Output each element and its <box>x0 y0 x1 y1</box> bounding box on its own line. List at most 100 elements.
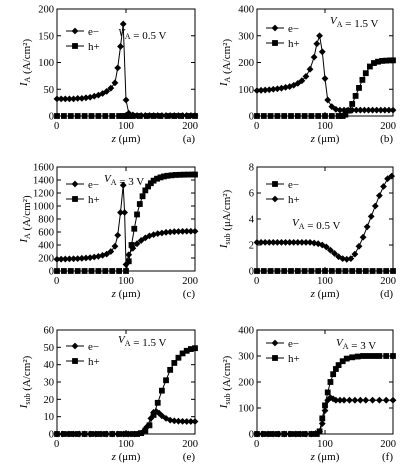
data-point <box>383 57 390 64</box>
legend-label: h+ <box>288 38 300 50</box>
legend-marker <box>72 358 78 364</box>
data-point <box>382 396 390 404</box>
series-second <box>254 57 396 119</box>
data-point <box>95 431 102 437</box>
data-point <box>261 239 269 246</box>
data-point <box>185 113 191 119</box>
y-axis-label: Isub (μA/cm²) <box>218 189 233 249</box>
data-point <box>310 53 318 61</box>
data-point <box>81 431 88 437</box>
x-tick-label: 200 <box>380 276 396 287</box>
data-point <box>191 418 199 425</box>
data-point <box>349 354 356 361</box>
data-point <box>324 389 331 396</box>
series-line <box>256 35 393 111</box>
data-point <box>342 111 349 118</box>
data-point <box>375 58 381 65</box>
data-point <box>274 113 281 119</box>
x-tick-label: 0 <box>254 276 259 287</box>
panel-label: (d) <box>380 288 393 300</box>
data-point <box>90 253 98 261</box>
x-tick-label: 100 <box>118 439 134 450</box>
x-tick-label: 0 <box>54 121 59 132</box>
legend-label: e− <box>88 179 99 191</box>
legend-entry: h+ <box>266 38 300 50</box>
data-point <box>116 268 122 274</box>
legend-entry: e− <box>266 179 299 191</box>
data-point <box>82 94 90 102</box>
data-point <box>316 32 323 40</box>
x-tick-label: 100 <box>317 276 333 287</box>
data-point <box>356 268 362 274</box>
data-point <box>351 396 359 404</box>
data-point <box>376 353 383 359</box>
panel-label: (a) <box>183 133 196 145</box>
y-tick-label: 800 <box>38 215 54 226</box>
data-point <box>152 408 160 415</box>
data-point <box>179 417 186 425</box>
data-point <box>123 431 129 437</box>
data-point <box>361 106 368 114</box>
data-point <box>310 239 318 247</box>
data-point <box>126 113 133 119</box>
data-point <box>362 268 369 274</box>
data-point <box>187 227 195 235</box>
series-first <box>253 32 397 114</box>
data-point <box>57 95 65 103</box>
data-point <box>107 248 115 255</box>
y-tick-label: 1000 <box>33 202 54 213</box>
legend-label: h+ <box>88 356 100 368</box>
data-point <box>377 106 385 114</box>
panel-f: 0 100 200 300 400 0 100 200 z (μm) (f) Isub (A/cm²… <box>218 326 397 463</box>
data-point <box>61 255 69 263</box>
y-tick-label: 300 <box>238 352 254 363</box>
data-point <box>349 101 356 107</box>
data-point <box>332 366 339 372</box>
data-point <box>385 106 393 114</box>
data-point <box>254 113 260 119</box>
data-point <box>389 396 397 404</box>
data-point <box>306 239 314 246</box>
data-point <box>187 346 194 352</box>
data-point <box>61 268 67 274</box>
y-tick-label: 50 <box>44 85 55 96</box>
data-point <box>365 106 372 114</box>
panel-label: (e) <box>183 451 196 463</box>
y-tick-label: 50 <box>44 343 55 354</box>
data-point <box>150 412 157 418</box>
data-point <box>183 227 191 235</box>
data-point <box>376 268 383 274</box>
data-point <box>349 268 356 274</box>
data-point <box>359 76 366 83</box>
data-point <box>175 228 182 235</box>
data-point <box>54 431 60 437</box>
data-point <box>102 113 109 119</box>
series-second <box>253 172 396 263</box>
x-tick-label: 100 <box>317 121 333 132</box>
y-tick-label: 0 <box>249 430 254 441</box>
x-axis-label: z (μm) <box>310 288 340 300</box>
data-point <box>183 347 190 354</box>
y-tick-label: 1400 <box>33 176 54 187</box>
data-point <box>114 64 122 72</box>
data-point <box>167 366 174 373</box>
data-point <box>381 106 389 114</box>
data-point <box>145 183 151 190</box>
data-point <box>128 242 135 248</box>
data-point <box>288 113 294 119</box>
data-point <box>286 239 294 246</box>
y-tick-label: 30 <box>44 378 55 389</box>
data-point <box>383 268 390 274</box>
legend-entry: h+ <box>66 356 100 368</box>
data-point <box>366 63 373 70</box>
legend-marker <box>271 339 279 347</box>
legend-label: e− <box>288 338 299 350</box>
data-point <box>376 192 383 199</box>
data-point <box>192 113 198 119</box>
data-point <box>330 371 337 378</box>
data-point <box>123 268 129 274</box>
data-point <box>119 20 127 28</box>
data-point <box>335 362 342 368</box>
